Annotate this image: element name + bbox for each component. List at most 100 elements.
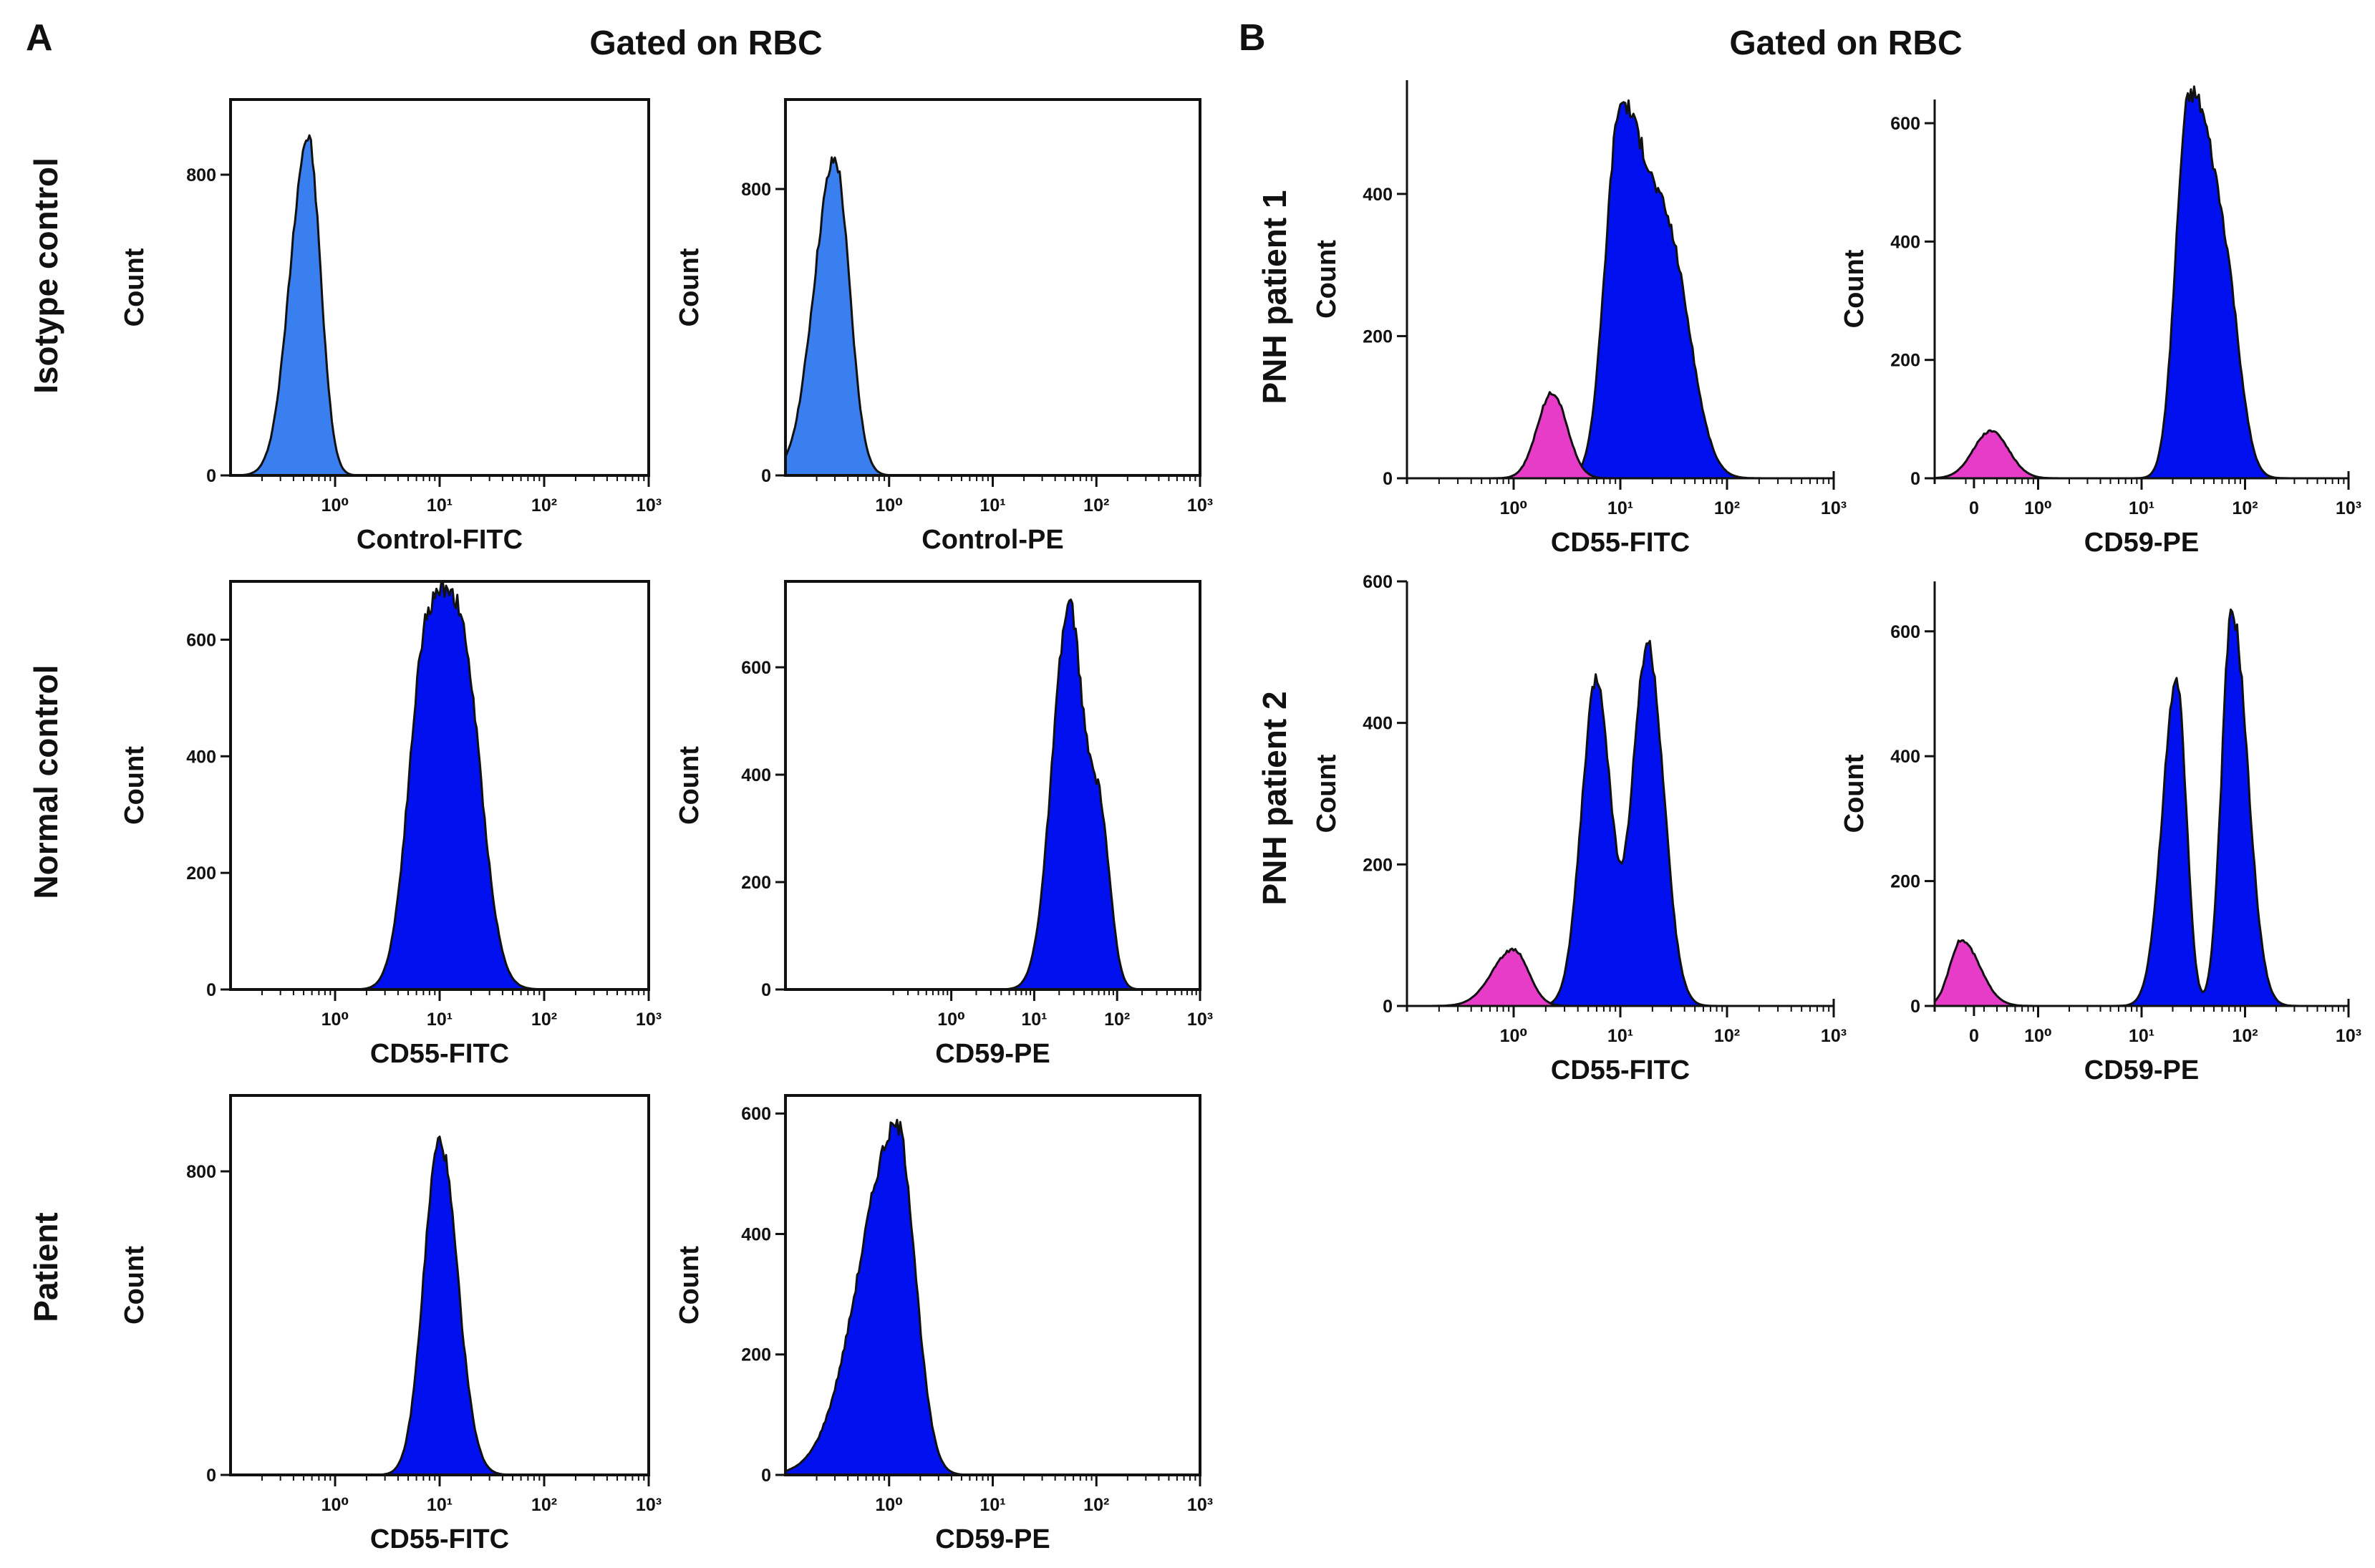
x-tick-label: 10³ (636, 1010, 662, 1030)
x-tick-label: 0 (1969, 1026, 1979, 1046)
x-tick-label: 10⁰ (2024, 1026, 2052, 1046)
histogram-b_p2_cd55: 0 200 400 600 10⁰ 10¹ 10² 10³ CD55-FITC Count (1312, 572, 1847, 1085)
x-tick-label: 10² (1083, 1495, 1109, 1515)
x-tick-label: 10³ (2336, 498, 2361, 518)
x-tick-label: 10⁰ (1500, 498, 1528, 518)
x-tick-label: 10¹ (2129, 498, 2154, 518)
y-tick-label: 0 (1383, 469, 1393, 489)
panel-b-title: Gated on RBC (1729, 24, 1962, 62)
histogram-a_iso_pe: 0 800 10⁰ 10¹ 10² 10³ Control-PE Count (674, 98, 1213, 555)
histogram-b_p2_cd59: 0 200 400 600 0 10⁰ 10¹ 10² 10³ CD59-PE Count (1839, 581, 2361, 1085)
row-label-patient: Patient (27, 1212, 64, 1322)
y-tick-label: 400 (1363, 185, 1393, 205)
x-tick-label: 10¹ (427, 1010, 453, 1030)
row-label-pnh-patient-1: PNH patient 1 (1256, 190, 1293, 404)
x-tick-label: 10⁰ (1500, 1026, 1528, 1046)
y-tick-label: 0 (1910, 997, 1920, 1017)
y-tick-label: 800 (186, 1162, 216, 1182)
y-tick-label: 600 (1890, 622, 1920, 642)
y-tick-label: 400 (741, 1224, 771, 1244)
y-tick-label: 400 (186, 747, 216, 767)
histogram-a_norm_cd59: 0 200 400 600 10⁰ 10¹ 10² 10³ CD59-PE Count (674, 580, 1213, 1069)
x-tick-label: 10¹ (2129, 1026, 2154, 1046)
x-tick-label: 10⁰ (875, 1495, 903, 1515)
y-axis-title: Count (674, 1246, 705, 1325)
x-tick-label: 10¹ (1607, 498, 1633, 518)
y-axis-title: Count (120, 746, 150, 825)
y-tick-label: 600 (741, 658, 771, 678)
y-tick-label: 600 (186, 630, 216, 650)
y-axis-title: Count (1839, 754, 1869, 833)
histogram-a_norm_cd55: 0 200 400 600 10⁰ 10¹ 10² 10³ CD55-FITC Count (120, 580, 662, 1069)
y-tick-label: 0 (206, 980, 216, 1000)
x-tick-label: 10¹ (979, 495, 1005, 516)
x-tick-label: 10³ (636, 495, 662, 516)
row-label-pnh-patient-2: PNH patient 2 (1256, 691, 1293, 905)
x-tick-label: 10¹ (979, 1495, 1005, 1515)
y-tick-label: 400 (741, 765, 771, 785)
y-axis-title: Count (1312, 754, 1342, 833)
x-tick-label: 10¹ (427, 495, 453, 516)
y-tick-label: 0 (761, 980, 771, 1000)
histogram-b_p1_cd55: 0 200 400 10⁰ 10¹ 10² 10³ CD55-FITC Count (1312, 80, 1847, 558)
histogram-a_pat_cd55: 0 800 10⁰ 10¹ 10² 10³ CD55-FITC Count (120, 1094, 662, 1554)
x-axis-title: CD55-FITC (1551, 1055, 1690, 1085)
y-tick-label: 200 (1890, 872, 1920, 892)
x-tick-label: 10³ (1821, 1026, 1847, 1046)
y-tick-label: 0 (1910, 469, 1920, 489)
x-axis-title: CD55-FITC (1551, 528, 1690, 558)
y-tick-label: 0 (206, 1466, 216, 1486)
x-axis-title: Control-PE (922, 525, 1063, 555)
x-tick-label: 10² (531, 1495, 557, 1515)
x-axis-title: CD55-FITC (370, 1039, 509, 1069)
histogram-a_iso_fitc: 0 800 10⁰ 10¹ 10² 10³ Control-FITC Count (120, 98, 662, 555)
x-tick-label: 10² (1714, 498, 1740, 518)
x-tick-label: 10⁰ (321, 495, 349, 516)
y-tick-label: 0 (761, 466, 771, 486)
y-tick-label: 200 (741, 1345, 771, 1365)
y-tick-label: 800 (186, 165, 216, 185)
y-axis-title: Count (1839, 249, 1869, 328)
x-axis-title: CD59-PE (2084, 1055, 2200, 1085)
x-tick-label: 10³ (1821, 498, 1847, 518)
y-axis-title: Count (674, 746, 705, 825)
panel-a-title: Gated on RBC (589, 24, 822, 62)
x-tick-label: 10¹ (1021, 1010, 1047, 1030)
histogram-a_pat_cd59: 0 200 400 600 10⁰ 10¹ 10² 10³ CD59-PE Count (674, 1094, 1213, 1554)
y-tick-label: 0 (1383, 997, 1393, 1017)
y-tick-label: 200 (1363, 855, 1393, 875)
x-tick-label: 10² (531, 495, 557, 516)
x-axis-title: CD59-PE (935, 1039, 1050, 1069)
y-tick-label: 400 (1890, 747, 1920, 767)
y-tick-label: 600 (1890, 114, 1920, 134)
x-tick-label: 10³ (636, 1495, 662, 1515)
y-tick-label: 200 (1890, 351, 1920, 371)
x-tick-label: 10⁰ (321, 1495, 349, 1515)
x-axis-title: CD59-PE (935, 1524, 1050, 1554)
panel-a-letter: A (26, 17, 53, 59)
plot-frame (784, 580, 1201, 991)
y-axis-title: Count (1312, 240, 1342, 319)
x-tick-label: 10² (2232, 1026, 2258, 1046)
panel-b-letter: B (1239, 17, 1266, 59)
y-axis-title: Count (120, 248, 150, 326)
y-tick-label: 200 (1363, 326, 1393, 347)
row-label-normal-control: Normal control (27, 664, 64, 899)
y-tick-label: 400 (1890, 232, 1920, 252)
y-tick-label: 200 (186, 863, 216, 884)
x-axis-title: CD55-FITC (370, 1524, 509, 1554)
x-tick-label: 10² (2232, 498, 2258, 518)
x-tick-label: 10⁰ (875, 495, 903, 516)
x-tick-label: 10³ (2336, 1026, 2361, 1046)
row-label-isotype-control: Isotype control (27, 158, 64, 394)
y-tick-label: 400 (1363, 714, 1393, 734)
y-axis-title: Count (120, 1246, 150, 1325)
x-tick-label: 10² (531, 1010, 557, 1030)
x-tick-label: 10³ (1187, 1010, 1213, 1030)
y-tick-label: 200 (741, 873, 771, 893)
x-tick-label: 10³ (1187, 1495, 1213, 1515)
y-tick-label: 600 (741, 1104, 771, 1124)
y-tick-label: 800 (741, 180, 771, 200)
